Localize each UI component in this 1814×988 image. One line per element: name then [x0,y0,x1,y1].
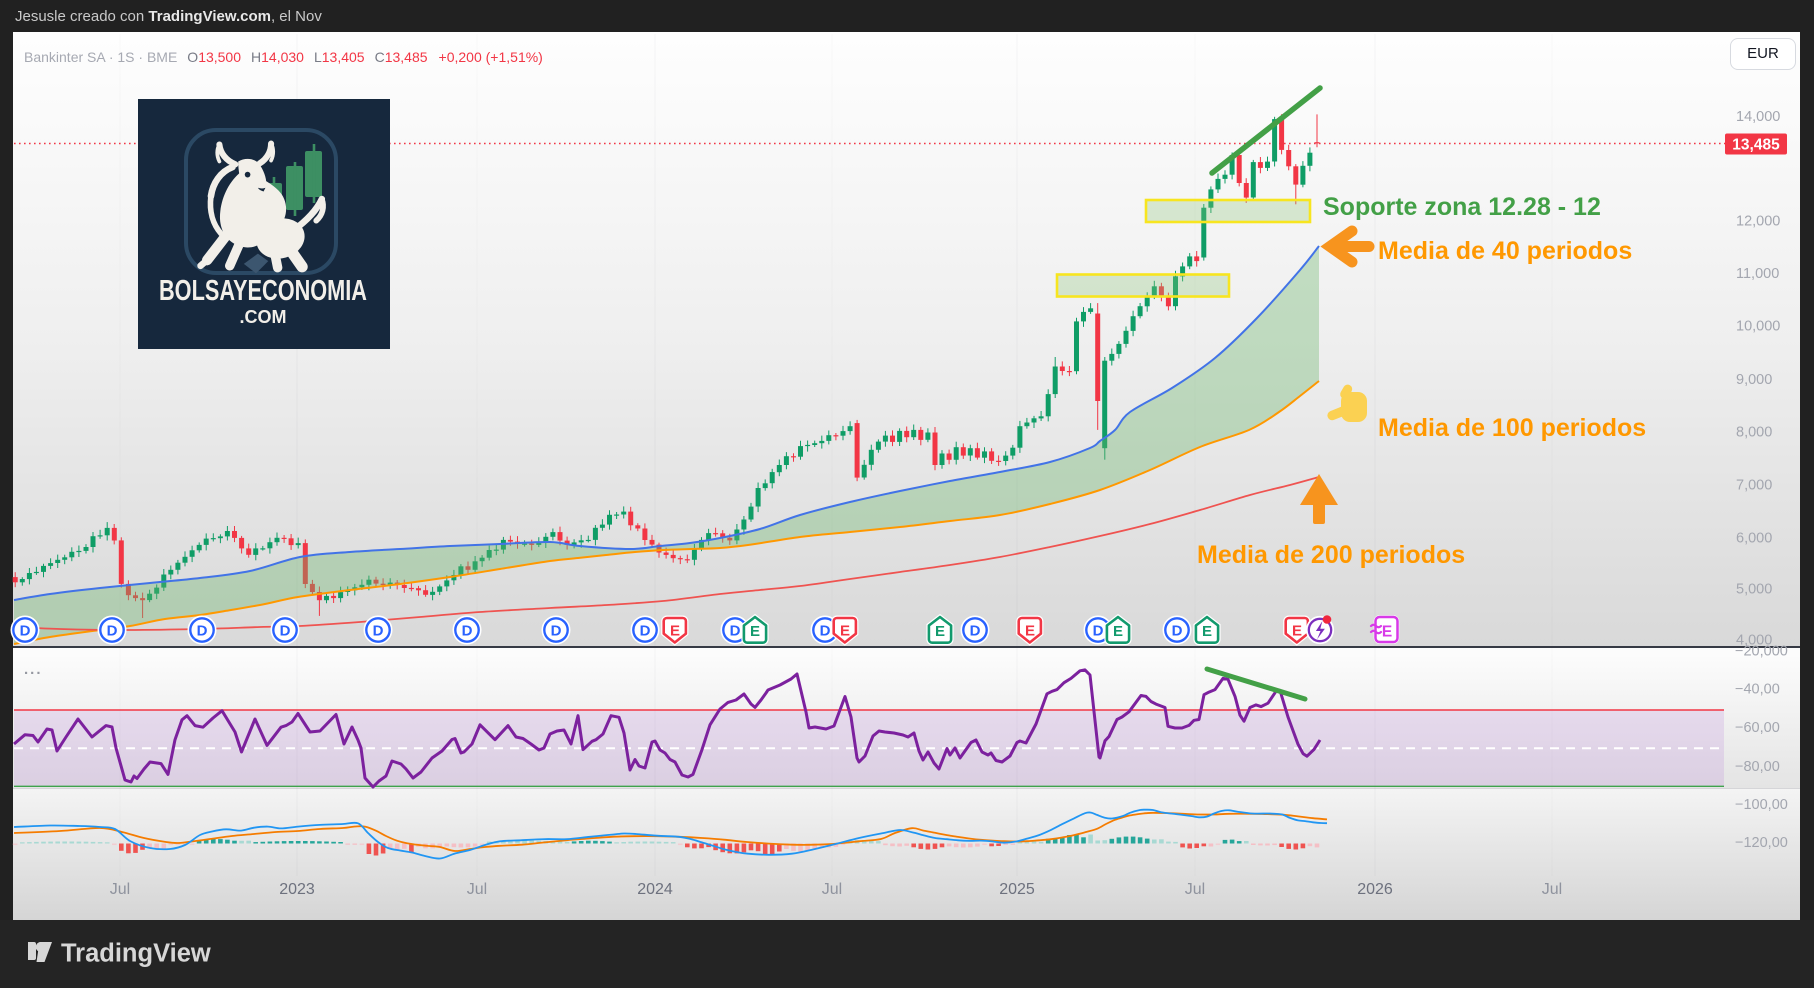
svg-text:Media de 200 periodos: Media de 200 periodos [1197,541,1465,569]
svg-text:D: D [280,623,291,640]
svg-text:2025: 2025 [999,881,1035,898]
svg-text:E: E [1202,623,1212,640]
svg-text:D: D [373,623,384,640]
svg-text:11,000: 11,000 [1736,266,1779,282]
svg-text:4,000: 4,000 [1736,633,1772,649]
svg-text:D: D [1172,623,1183,640]
svg-text:D: D [197,623,208,640]
svg-text:TradingView: TradingView [61,940,211,968]
svg-text:13,485: 13,485 [1732,137,1780,154]
svg-text:7,000: 7,000 [1736,477,1772,493]
svg-text:−40,00: −40,00 [1735,682,1780,698]
svg-text:D: D [551,623,562,640]
svg-text:BOLSAYECONOMIA: BOLSAYECONOMIA [159,275,367,307]
svg-text:Jul: Jul [1185,881,1205,898]
svg-text:Media de 40 periodos: Media de 40 periodos [1378,237,1632,265]
svg-text:...: ... [24,661,43,678]
svg-text:−100,00: −100,00 [1735,797,1788,813]
svg-text:.COM: .COM [240,307,287,327]
svg-text:E: E [840,623,850,640]
svg-text:E: E [670,623,680,640]
svg-text:5,000: 5,000 [1736,582,1772,598]
svg-text:E: E [750,623,760,640]
svg-text:E: E [1025,623,1035,640]
svg-text:E: E [1382,624,1392,641]
svg-text:D: D [1093,623,1104,640]
svg-text:−60,00: −60,00 [1735,720,1780,736]
svg-text:−20,000: −20,000 [1735,644,1788,660]
svg-text:2024: 2024 [637,881,673,898]
svg-text:−120,00: −120,00 [1735,835,1788,851]
svg-text:E: E [1113,623,1123,640]
svg-text:D: D [107,623,118,640]
svg-text:D: D [640,623,651,640]
svg-text:8,000: 8,000 [1736,425,1772,441]
svg-text:E: E [935,623,945,640]
svg-text:2023: 2023 [279,881,315,898]
svg-text:2026: 2026 [1357,881,1393,898]
svg-text:Jul: Jul [467,881,487,898]
svg-text:D: D [20,623,31,640]
svg-text:14,000: 14,000 [1736,109,1780,125]
svg-text:Jul: Jul [822,881,842,898]
svg-text:−80,00: −80,00 [1735,759,1780,775]
svg-text:10,000: 10,000 [1736,319,1780,335]
svg-text:Jul: Jul [110,881,130,898]
svg-text:D: D [820,623,831,640]
svg-text:D: D [462,623,473,640]
svg-text:6,000: 6,000 [1736,531,1772,547]
svg-text:Media de 100 periodos: Media de 100 periodos [1378,414,1646,442]
svg-text:12,000: 12,000 [1736,214,1780,230]
svg-text:Soporte zona 12.28 - 12: Soporte zona 12.28 - 12 [1323,193,1601,221]
svg-text:Jul: Jul [1542,881,1562,898]
svg-text:E: E [1292,623,1302,640]
svg-text:D: D [730,623,741,640]
svg-text:9,000: 9,000 [1736,372,1772,388]
svg-text:D: D [970,623,981,640]
